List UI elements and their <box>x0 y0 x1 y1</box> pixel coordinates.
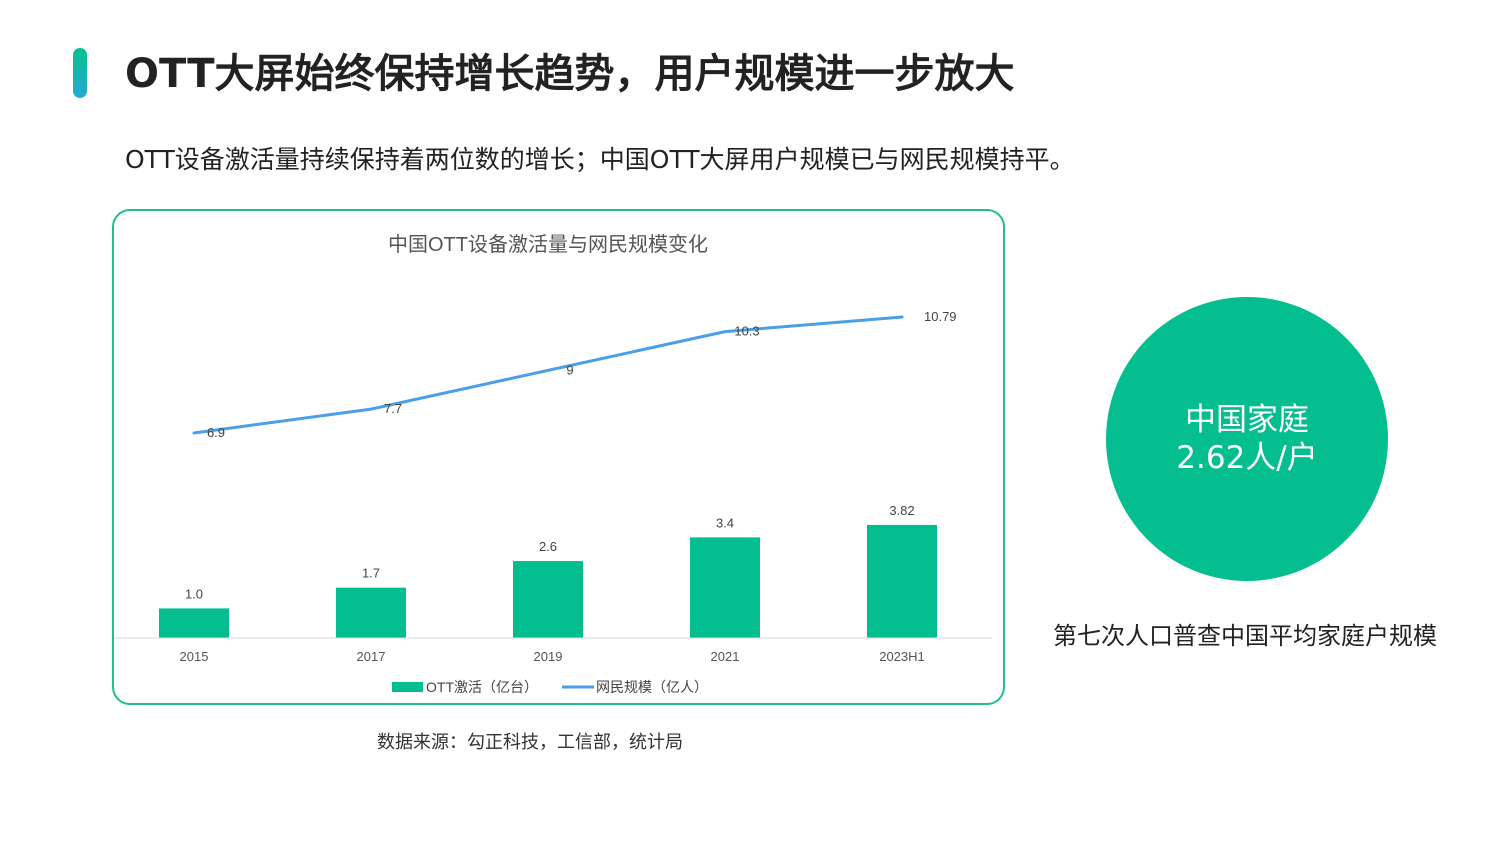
title-accent-bar <box>73 48 87 98</box>
line-label-2021: 10.3 <box>734 324 759 339</box>
x-tick-2015: 2015 <box>180 649 209 664</box>
chart-card: 中国OTT设备激活量与网民规模变化 1.0 1.7 2.6 3.4 3.82 6.9 7.… <box>112 209 1005 705</box>
x-tick-2021: 2021 <box>711 649 740 664</box>
household-circle: 中国家庭 2.62人/户 <box>1106 297 1388 581</box>
x-tick-2019: 2019 <box>534 649 563 664</box>
x-tick-2023H1: 2023H1 <box>879 649 925 664</box>
page-subtitle: OTT设备激活量持续保持着两位数的增长；中国OTT大屏用户规模已与网民规模持平。 <box>125 145 1075 174</box>
chart-legend: OTT激活（亿台） 网民规模（亿人） <box>392 679 708 695</box>
circle-line-1: 中国家庭 <box>1185 402 1309 438</box>
chart-title: 中国OTT设备激活量与网民规模变化 <box>388 233 708 256</box>
legend-label-line: 网民规模（亿人） <box>596 679 708 695</box>
bar-label-2023H1: 3.82 <box>889 503 914 518</box>
bar-2023H1 <box>867 524 937 638</box>
legend-label-bar: OTT激活（亿台） <box>426 679 538 695</box>
bar-2015 <box>159 608 229 638</box>
bar-2019 <box>513 561 583 638</box>
line-series-netizens <box>192 315 904 435</box>
chart: 中国OTT设备激活量与网民规模变化 1.0 1.7 2.6 3.4 3.82 6.9 7.… <box>114 233 992 695</box>
line-label-2019: 9 <box>566 362 573 377</box>
line-label-2015: 6.9 <box>207 425 225 440</box>
circle-line-2: 2.62人/户 <box>1176 440 1318 476</box>
bar-2017 <box>336 587 406 638</box>
data-source: 数据来源：勾正科技，工信部，统计局 <box>377 732 683 753</box>
bars-layer: 1.0 1.7 2.6 3.4 3.82 <box>159 503 937 638</box>
x-tick-2017: 2017 <box>357 649 386 664</box>
bar-label-2019: 2.6 <box>539 539 557 554</box>
bar-label-2021: 3.4 <box>716 515 734 530</box>
line-label-2017: 7.7 <box>384 401 402 416</box>
legend-swatch-bar <box>392 682 423 692</box>
bar-2021 <box>690 537 760 638</box>
circle-caption: 第七次人口普查中国平均家庭户规模 <box>1053 622 1437 650</box>
bar-label-2015: 1.0 <box>185 586 203 601</box>
line-label-2023H1: 10.79 <box>924 309 957 324</box>
line-layer: 6.9 7.7 9 10.3 10.79 <box>192 309 957 440</box>
x-axis: 2015 2017 2019 2021 2023H1 <box>114 637 992 664</box>
bar-label-2017: 1.7 <box>362 566 380 581</box>
page-title: OTT大屏始终保持增长趋势，用户规模进一步放大 <box>125 51 1015 97</box>
